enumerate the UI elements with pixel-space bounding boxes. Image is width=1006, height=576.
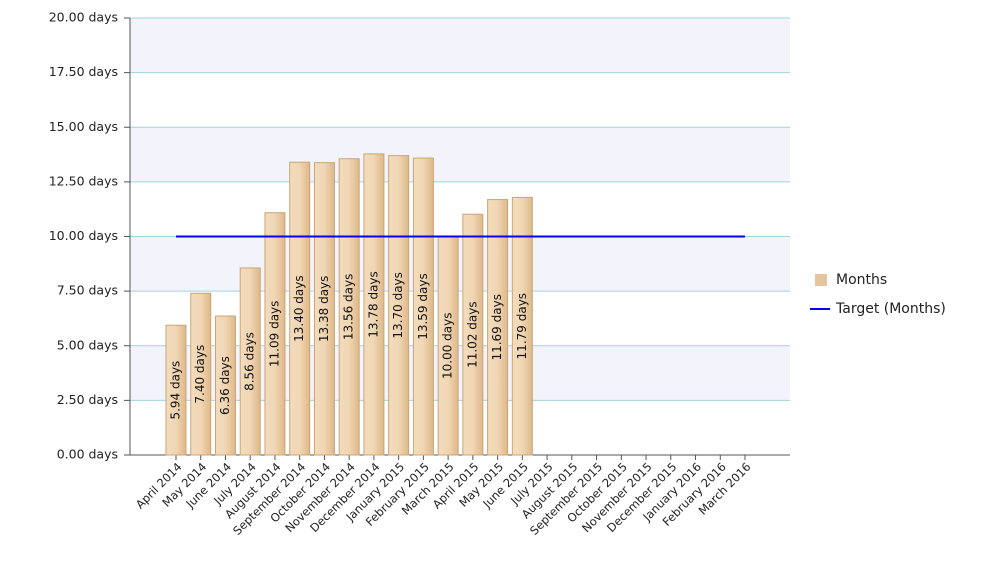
plot-band [130,127,790,182]
data-label: 6.36 days [218,356,232,415]
bar [462,213,484,456]
plot-band [130,181,790,237]
bar [511,196,533,456]
data-label: 13.38 days [317,276,331,343]
data-label: 11.69 days [490,294,504,361]
legend-swatch [815,274,827,286]
bar [165,324,187,456]
y-tick-label: 15.00 days [49,119,118,134]
data-label: 13.59 days [416,273,430,340]
plot-band [130,18,790,73]
legend-label: Target (Months) [835,301,946,317]
data-label: 10.00 days [441,313,455,380]
data-label: 13.56 days [342,274,356,341]
y-tick-label: 17.50 days [49,64,118,79]
data-label: 13.78 days [366,271,380,338]
bar [388,155,410,456]
data-label: 11.79 days [515,293,529,360]
bar [338,158,360,456]
y-tick-label: 20.00 days [49,10,118,25]
plot-band [130,72,790,128]
data-label: 7.40 days [193,345,207,404]
bar [239,267,261,456]
plot-band [130,236,790,292]
bar [214,315,236,456]
y-tick-label: 7.50 days [57,283,118,298]
bar [190,292,212,456]
legend-label: Months [836,272,887,288]
bar [487,199,509,456]
y-tick-label: 5.00 days [57,337,118,352]
data-label: 13.40 days [292,275,306,342]
data-label: 8.56 days [243,332,257,391]
y-tick-label: 10.00 days [49,228,118,243]
data-label: 5.94 days [169,361,183,420]
bar [363,153,385,456]
bar [412,157,434,456]
data-label: 13.70 days [391,272,405,339]
bar [264,212,286,456]
y-tick-label: 2.50 days [57,392,118,407]
data-label: 11.09 days [267,301,281,368]
y-tick-label: 0.00 days [57,447,118,462]
data-label: 11.02 days [465,301,479,368]
bar [289,161,311,456]
y-tick-label: 12.50 days [49,173,118,188]
plot-background [130,18,790,455]
